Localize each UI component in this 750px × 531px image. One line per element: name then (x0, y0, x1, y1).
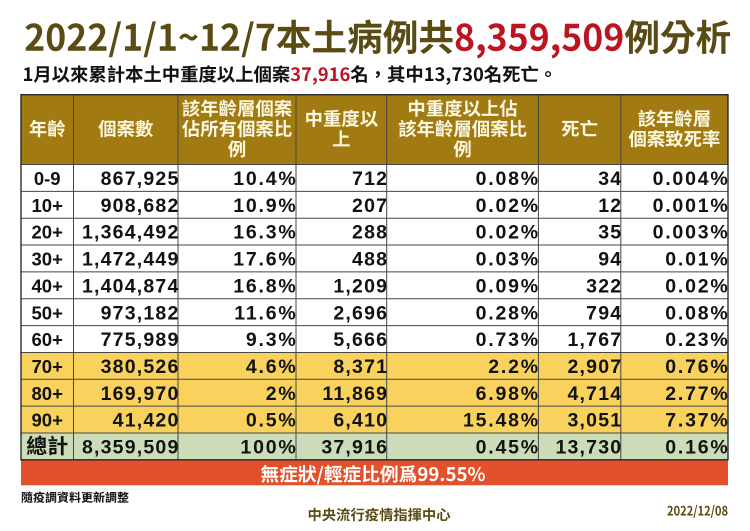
svg-text:1,209: 1,209 (333, 275, 388, 297)
svg-text:169,970: 169,970 (101, 383, 180, 405)
svg-text:11,869: 11,869 (322, 383, 388, 405)
svg-text:60+: 60+ (32, 329, 64, 350)
svg-text:0-9: 0-9 (34, 168, 61, 189)
svg-text:488: 488 (352, 249, 388, 271)
svg-text:0.08%: 0.08% (665, 302, 729, 324)
svg-text:0.004%: 0.004% (653, 168, 730, 190)
svg-text:70+: 70+ (32, 356, 64, 377)
svg-text:1,404,874: 1,404,874 (82, 275, 180, 297)
svg-text:322: 322 (586, 275, 622, 297)
svg-text:2,696: 2,696 (333, 302, 388, 324)
svg-text:867,925: 867,925 (101, 168, 180, 190)
svg-text:4,714: 4,714 (567, 383, 622, 405)
svg-text:40+: 40+ (32, 275, 64, 296)
svg-text:0.001%: 0.001% (653, 195, 730, 217)
svg-text:0.09%: 0.09% (476, 275, 540, 297)
svg-text:11.6%: 11.6% (234, 302, 297, 324)
svg-text:0.23%: 0.23% (665, 329, 729, 351)
svg-text:3,051: 3,051 (567, 410, 622, 432)
svg-text:30+: 30+ (32, 249, 64, 270)
svg-text:794: 794 (586, 302, 622, 324)
svg-text:16.3%: 16.3% (233, 222, 297, 244)
svg-text:0.02%: 0.02% (476, 222, 540, 244)
svg-text:288: 288 (352, 222, 388, 244)
svg-text:0.45%: 0.45% (476, 437, 540, 459)
svg-text:9.3%: 9.3% (246, 329, 298, 351)
svg-text:8,359,509: 8,359,509 (82, 437, 180, 459)
svg-text:8,371: 8,371 (333, 356, 388, 378)
svg-text:908,682: 908,682 (101, 195, 180, 217)
svg-text:0.73%: 0.73% (476, 329, 540, 351)
svg-text:80+: 80+ (32, 383, 64, 404)
svg-text:10.9%: 10.9% (233, 195, 297, 217)
svg-text:90+: 90+ (32, 410, 64, 431)
svg-text:100%: 100% (240, 437, 297, 459)
svg-text:380,526: 380,526 (101, 356, 180, 378)
svg-text:2%: 2% (266, 383, 298, 405)
svg-text:7.37%: 7.37% (665, 410, 729, 432)
svg-text:4.6%: 4.6% (246, 356, 298, 378)
svg-text:0.02%: 0.02% (476, 195, 540, 217)
svg-text:2,907: 2,907 (567, 356, 622, 378)
svg-text:13,730: 13,730 (555, 437, 622, 459)
svg-text:712: 712 (352, 168, 388, 190)
svg-text:50+: 50+ (32, 302, 64, 323)
svg-text:1,364,492: 1,364,492 (82, 222, 180, 244)
svg-text:0.08%: 0.08% (476, 168, 540, 190)
svg-text:0.02%: 0.02% (665, 275, 729, 297)
svg-text:1,767: 1,767 (567, 329, 622, 351)
svg-text:41,420: 41,420 (113, 410, 180, 432)
svg-text:2.77%: 2.77% (665, 383, 729, 405)
svg-text:94: 94 (598, 249, 622, 271)
svg-text:207: 207 (352, 195, 388, 217)
svg-text:12: 12 (598, 195, 622, 217)
svg-text:0.003%: 0.003% (653, 222, 730, 244)
svg-text:17.6%: 17.6% (233, 249, 297, 271)
svg-text:6,410: 6,410 (333, 410, 388, 432)
svg-text:0.01%: 0.01% (665, 249, 729, 271)
svg-text:0.03%: 0.03% (476, 249, 540, 271)
svg-text:0.5%: 0.5% (246, 410, 298, 432)
svg-text:775,989: 775,989 (101, 329, 180, 351)
svg-text:10.4%: 10.4% (233, 168, 297, 190)
svg-text:0.76%: 0.76% (665, 356, 729, 378)
svg-text:10+: 10+ (32, 195, 64, 216)
svg-text:34: 34 (598, 168, 622, 190)
svg-text:6.98%: 6.98% (476, 383, 540, 405)
svg-text:973,182: 973,182 (101, 302, 180, 324)
svg-text:0.16%: 0.16% (665, 437, 729, 459)
svg-text:16.8%: 16.8% (233, 275, 297, 297)
svg-text:20+: 20+ (32, 222, 64, 243)
svg-text:1,472,449: 1,472,449 (82, 249, 180, 271)
svg-text:15.48%: 15.48% (463, 410, 540, 432)
svg-text:5,666: 5,666 (333, 329, 388, 351)
svg-text:35: 35 (598, 222, 622, 244)
svg-text:2.2%: 2.2% (488, 356, 540, 378)
svg-text:37,916: 37,916 (321, 437, 388, 459)
svg-text:0.28%: 0.28% (476, 302, 540, 324)
